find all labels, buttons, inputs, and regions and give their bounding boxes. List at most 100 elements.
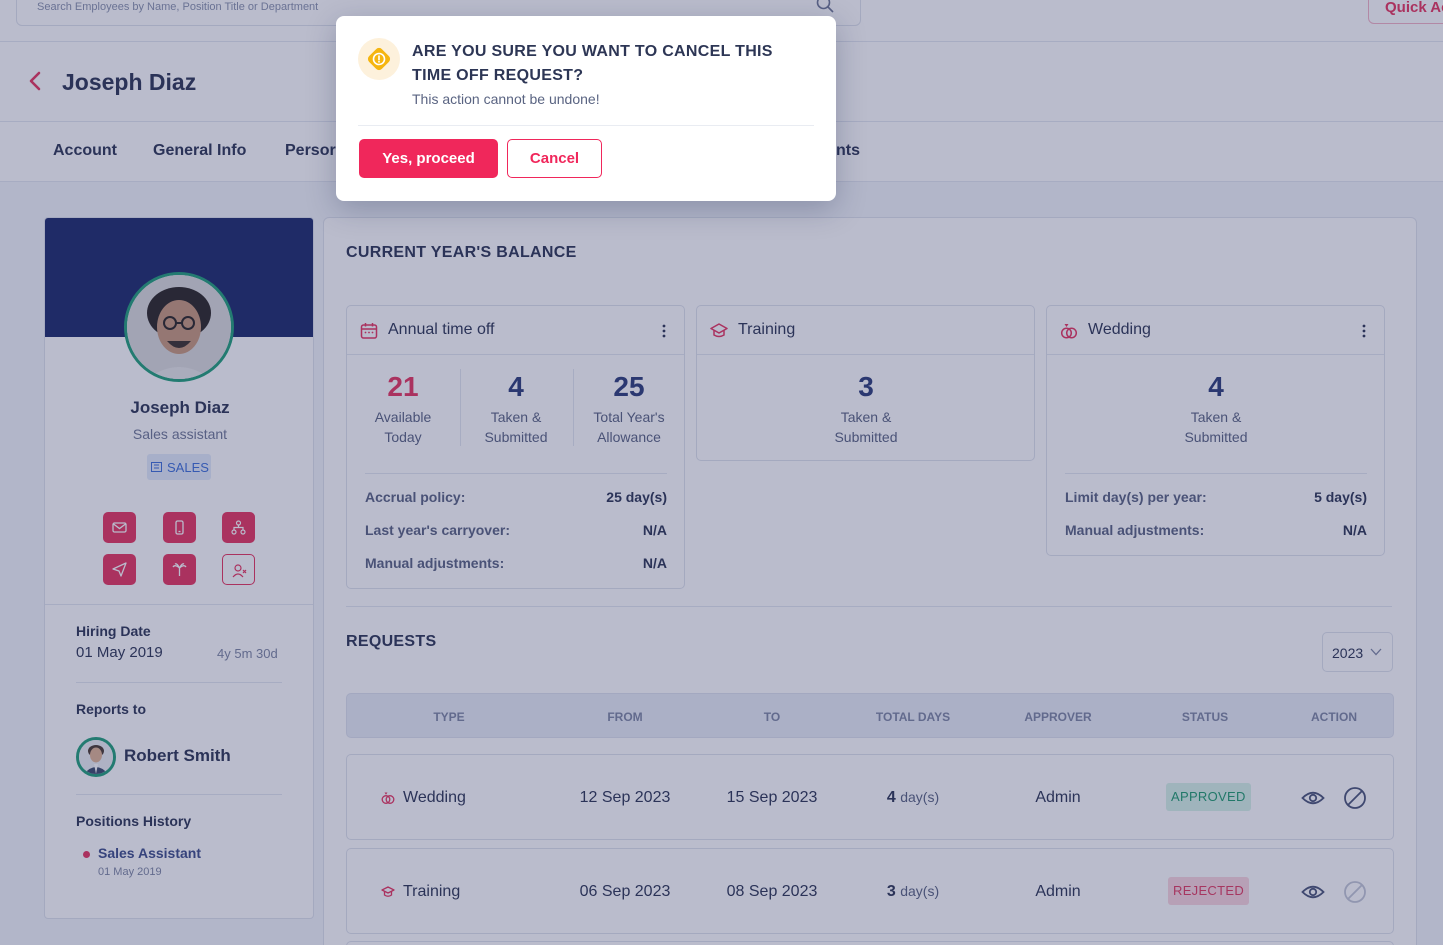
phone-button[interactable] xyxy=(163,512,196,543)
column-header-status[interactable]: STATUS xyxy=(1181,710,1229,724)
request-approver: Admin xyxy=(1035,789,1081,806)
kebab-menu-icon[interactable] xyxy=(662,324,666,338)
profile-card: Joseph Diaz Sales assistant SALES Hiring… xyxy=(44,217,314,919)
cancel-button[interactable]: Cancel xyxy=(507,139,602,178)
request-approver: Admin xyxy=(1035,883,1081,900)
tab-account[interactable]: Account xyxy=(53,142,117,159)
request-total-days: 4 day(s) xyxy=(886,789,940,806)
cancel-request-disabled-icon xyxy=(1344,881,1366,903)
taken-submitted-caption: Taken & Submitted xyxy=(484,409,548,445)
time-off-button[interactable] xyxy=(163,554,196,585)
available-today-value: 21 xyxy=(387,371,419,402)
chevron-down-icon xyxy=(1370,648,1382,656)
manager-name[interactable]: Robert Smith xyxy=(124,746,231,765)
position-title: Sales Assistant xyxy=(98,845,201,861)
column-separator xyxy=(460,369,461,446)
view-eye-icon[interactable] xyxy=(1301,786,1325,810)
status-badge: REJECTED xyxy=(1168,877,1250,905)
mobile-phone-icon xyxy=(175,520,184,535)
total-allowance-value: 25 xyxy=(613,371,645,402)
table-row xyxy=(346,941,1394,945)
kebab-menu-icon[interactable] xyxy=(1362,324,1366,338)
rings-icon xyxy=(1060,324,1078,339)
search-input[interactable]: Search Employees by Name, Position Title… xyxy=(37,1,319,13)
paper-plane-icon xyxy=(112,562,127,577)
accrual-policy-value: 25 day(s) xyxy=(606,489,667,505)
tab-documents[interactable]: nts xyxy=(836,142,860,159)
accrual-policy-label: Accrual policy: xyxy=(365,489,466,505)
balance-card-title: Annual time off xyxy=(388,321,495,338)
quick-actions-label: Quick Ac xyxy=(1385,0,1443,16)
divider xyxy=(365,473,667,474)
request-from: 12 Sep 2023 xyxy=(579,789,671,806)
carryover-value: N/A xyxy=(642,522,667,538)
tenure-value: 4y 5m 30d xyxy=(217,646,278,661)
divider xyxy=(45,604,313,605)
graduation-cap-icon xyxy=(381,886,395,897)
wedding-taken-value: 4 xyxy=(1208,371,1224,402)
balance-card-training: Training 3 Taken & Submitted xyxy=(696,305,1035,461)
view-eye-icon[interactable] xyxy=(1301,880,1325,904)
manual-adjustments-label: Manual adjustments: xyxy=(1065,522,1205,538)
balance-card-title: Wedding xyxy=(1088,321,1151,338)
calendar-icon xyxy=(360,323,378,339)
page-title: Joseph Diaz xyxy=(62,69,197,95)
column-header-approver[interactable]: APPROVER xyxy=(1024,710,1092,724)
training-taken-value: 3 xyxy=(858,371,874,402)
table-row: Training 06 Sep 2023 08 Sep 2023 3 day(s… xyxy=(346,848,1394,934)
hiring-date-label: Hiring Date xyxy=(76,623,151,639)
balance-card-header: Training xyxy=(697,306,1034,355)
limit-per-year-value: 5 day(s) xyxy=(1314,489,1367,505)
position-date: 01 May 2019 xyxy=(98,866,162,878)
back-arrow-icon[interactable] xyxy=(28,70,42,92)
column-header-from[interactable]: FROM xyxy=(607,710,643,724)
divider xyxy=(1065,473,1367,474)
graduation-cap-icon xyxy=(710,323,728,338)
department-badge: SALES xyxy=(147,454,211,480)
manager-avatar[interactable] xyxy=(76,737,116,777)
dialog-title: ARE YOU SURE YOU WANT TO CANCEL THIS TIM… xyxy=(412,43,773,84)
training-taken-caption: Taken & Submitted xyxy=(834,409,898,445)
status-badge: APPROVED xyxy=(1166,783,1251,811)
tab-general-info[interactable]: General Info xyxy=(153,142,247,159)
positions-history-label: Positions History xyxy=(76,813,192,829)
balance-title: CURRENT YEAR'S BALANCE xyxy=(346,244,577,261)
request-type: Training xyxy=(403,883,461,900)
org-chart-button[interactable] xyxy=(222,512,255,543)
email-button[interactable] xyxy=(103,512,136,543)
search-icon[interactable] xyxy=(816,0,834,13)
profile-role: Sales assistant xyxy=(132,426,228,442)
divider xyxy=(76,682,282,683)
requests-table-header: TYPE FROM TO TOTAL DAYS APPROVER STATUS … xyxy=(346,693,1394,738)
taken-submitted-value: 4 xyxy=(508,371,524,402)
manual-adjustments-value: N/A xyxy=(1342,522,1367,538)
year-select[interactable]: 2023 xyxy=(1322,632,1393,672)
quick-actions-button[interactable]: Quick Ac xyxy=(1368,0,1443,24)
mail-icon xyxy=(112,522,127,533)
divider xyxy=(76,794,282,795)
tab-personal[interactable]: Persor xyxy=(285,142,336,159)
confirm-button[interactable]: Yes, proceed xyxy=(359,139,498,178)
org-chart-icon xyxy=(231,520,246,535)
column-header-to[interactable]: TO xyxy=(763,710,781,724)
column-separator xyxy=(573,369,574,446)
available-today-caption: Available Today xyxy=(374,409,432,445)
send-message-button[interactable] xyxy=(103,554,136,585)
hiring-date-value: 01 May 2019 xyxy=(76,644,163,661)
request-type: Wedding xyxy=(403,789,466,806)
offboard-button[interactable] xyxy=(222,554,255,585)
cancel-request-icon[interactable] xyxy=(1343,786,1367,810)
table-row: Wedding 12 Sep 2023 15 Sep 2023 4 day(s)… xyxy=(346,754,1394,840)
position-bullet xyxy=(83,851,90,858)
dialog-message: This action cannot be undone! xyxy=(412,91,600,107)
request-to: 08 Sep 2023 xyxy=(726,883,818,900)
warning-icon xyxy=(358,38,400,80)
carryover-label: Last year's carryover: xyxy=(365,522,510,538)
column-header-action: ACTION xyxy=(1311,710,1357,724)
column-header-type[interactable]: TYPE xyxy=(433,710,465,724)
building-icon xyxy=(151,462,162,472)
column-header-total-days[interactable]: TOTAL DAYS xyxy=(875,710,951,724)
request-total-days: 3 day(s) xyxy=(886,883,940,900)
total-allowance-caption: Total Year's Allowance xyxy=(593,409,665,445)
confirm-dialog: ARE YOU SURE YOU WANT TO CANCEL THIS TIM… xyxy=(336,16,836,201)
